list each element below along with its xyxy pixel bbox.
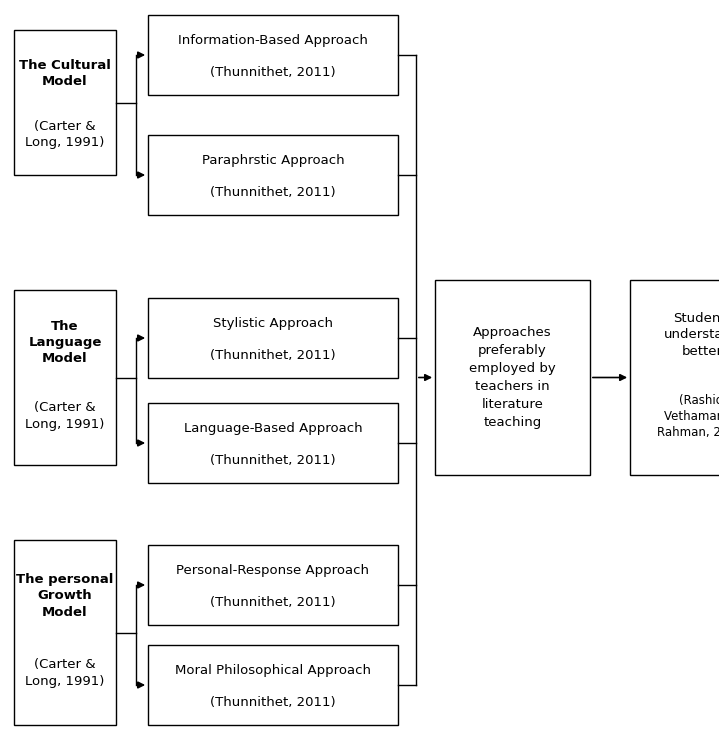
Text: (Thunnithet, 2011): (Thunnithet, 2011) <box>210 596 336 609</box>
Text: (Rashid,
Vethamani &
Rahman, 2010): (Rashid, Vethamani & Rahman, 2010) <box>657 394 719 439</box>
Text: (Thunnithet, 2011): (Thunnithet, 2011) <box>210 66 336 79</box>
Text: The personal
Growth
Model: The personal Growth Model <box>17 572 114 618</box>
Bar <box>630 280 719 475</box>
Bar <box>148 15 398 95</box>
Text: Paraphrstic Approach: Paraphrstic Approach <box>202 154 344 167</box>
Text: Moral Philosophical Approach: Moral Philosophical Approach <box>175 664 371 677</box>
Text: Language-Based Approach: Language-Based Approach <box>183 422 362 435</box>
Bar <box>14 30 116 175</box>
Text: (Thunnithet, 2011): (Thunnithet, 2011) <box>210 454 336 467</box>
Text: (Thunnithet, 2011): (Thunnithet, 2011) <box>210 696 336 709</box>
Text: Personal-Response Approach: Personal-Response Approach <box>176 564 370 577</box>
Text: (Carter &
Long, 1991): (Carter & Long, 1991) <box>25 401 105 431</box>
Text: (Thunnithet, 2011): (Thunnithet, 2011) <box>210 186 336 199</box>
Text: (Carter &
Long, 1991): (Carter & Long, 1991) <box>25 119 105 149</box>
Bar <box>148 545 398 625</box>
Text: Students
understand
better: Students understand better <box>664 312 719 358</box>
Text: (Carter &
Long, 1991): (Carter & Long, 1991) <box>25 658 105 688</box>
Text: Stylistic Approach: Stylistic Approach <box>213 317 333 330</box>
Text: Information-Based Approach: Information-Based Approach <box>178 34 368 47</box>
Bar <box>435 280 590 475</box>
Text: Approaches
preferably
employed by
teachers in
literature
teaching: Approaches preferably employed by teache… <box>469 326 556 429</box>
Bar <box>14 540 116 725</box>
Bar <box>14 290 116 465</box>
Text: The
Language
Model: The Language Model <box>28 319 101 365</box>
Bar <box>148 403 398 483</box>
Bar <box>148 645 398 725</box>
Text: The Cultural
Model: The Cultural Model <box>19 59 111 88</box>
Bar <box>148 135 398 215</box>
Text: (Thunnithet, 2011): (Thunnithet, 2011) <box>210 349 336 362</box>
Bar <box>148 298 398 378</box>
